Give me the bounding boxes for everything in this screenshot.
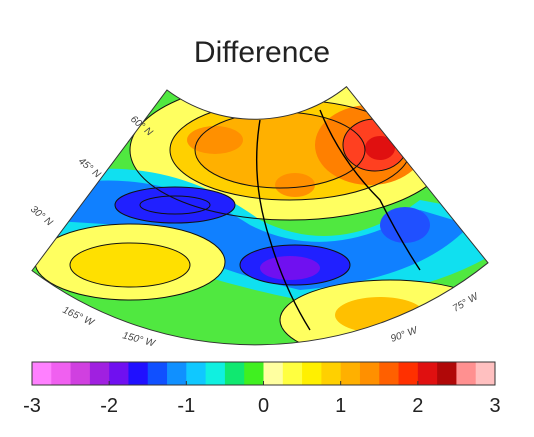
colorbar-segment xyxy=(147,362,168,385)
colorbar-segment xyxy=(89,362,110,385)
colorbar-segment xyxy=(379,362,400,385)
colorbar-tick-label: -1 xyxy=(177,395,195,417)
colorbar-tick-label: 3 xyxy=(489,395,500,417)
lat-label: 30° N xyxy=(28,204,55,229)
colorbar-segment xyxy=(244,362,264,385)
colorbar-segment xyxy=(282,362,303,385)
colorbar-segment xyxy=(167,362,187,385)
colorbar-segment xyxy=(321,362,342,385)
colorbar-segment xyxy=(263,362,284,385)
colorbar-tick-label: 1 xyxy=(335,395,346,417)
colorbar-segment xyxy=(205,362,226,385)
lon-label: 90° W xyxy=(389,325,420,345)
colorbar-tick-label: -3 xyxy=(23,395,41,417)
title: Difference xyxy=(194,36,330,69)
colorbar-segment xyxy=(109,362,129,385)
colorbar-segment xyxy=(128,362,149,385)
colorbar-tick-label: 0 xyxy=(258,395,269,417)
lon-label: 75° W xyxy=(451,291,482,315)
colorbar-segment xyxy=(32,362,52,385)
lon-label: 150° W xyxy=(121,330,157,350)
colorbar-segment xyxy=(70,362,91,385)
colorbar: -3 -2 -1 0 1 2 3 xyxy=(23,361,501,417)
colorbar-segment xyxy=(302,362,322,385)
colorbar-segment xyxy=(417,362,438,385)
colorbar-tick-label: 2 xyxy=(412,395,423,417)
lon-label: 165° W xyxy=(61,305,97,330)
colorbar-segment xyxy=(456,362,477,385)
colorbar-segment xyxy=(186,362,207,385)
colorbar-segment xyxy=(437,362,457,385)
colorbar-segment xyxy=(475,362,496,385)
colorbar-segment xyxy=(340,362,361,385)
colorbar-segment xyxy=(51,362,72,385)
map xyxy=(32,86,488,345)
lat-label: 45° N xyxy=(76,156,103,181)
colorbar-segment xyxy=(224,362,245,385)
colorbar-tick-label: -2 xyxy=(100,395,118,417)
colorbar-segment xyxy=(398,362,419,385)
colorbar-segment xyxy=(359,362,380,385)
